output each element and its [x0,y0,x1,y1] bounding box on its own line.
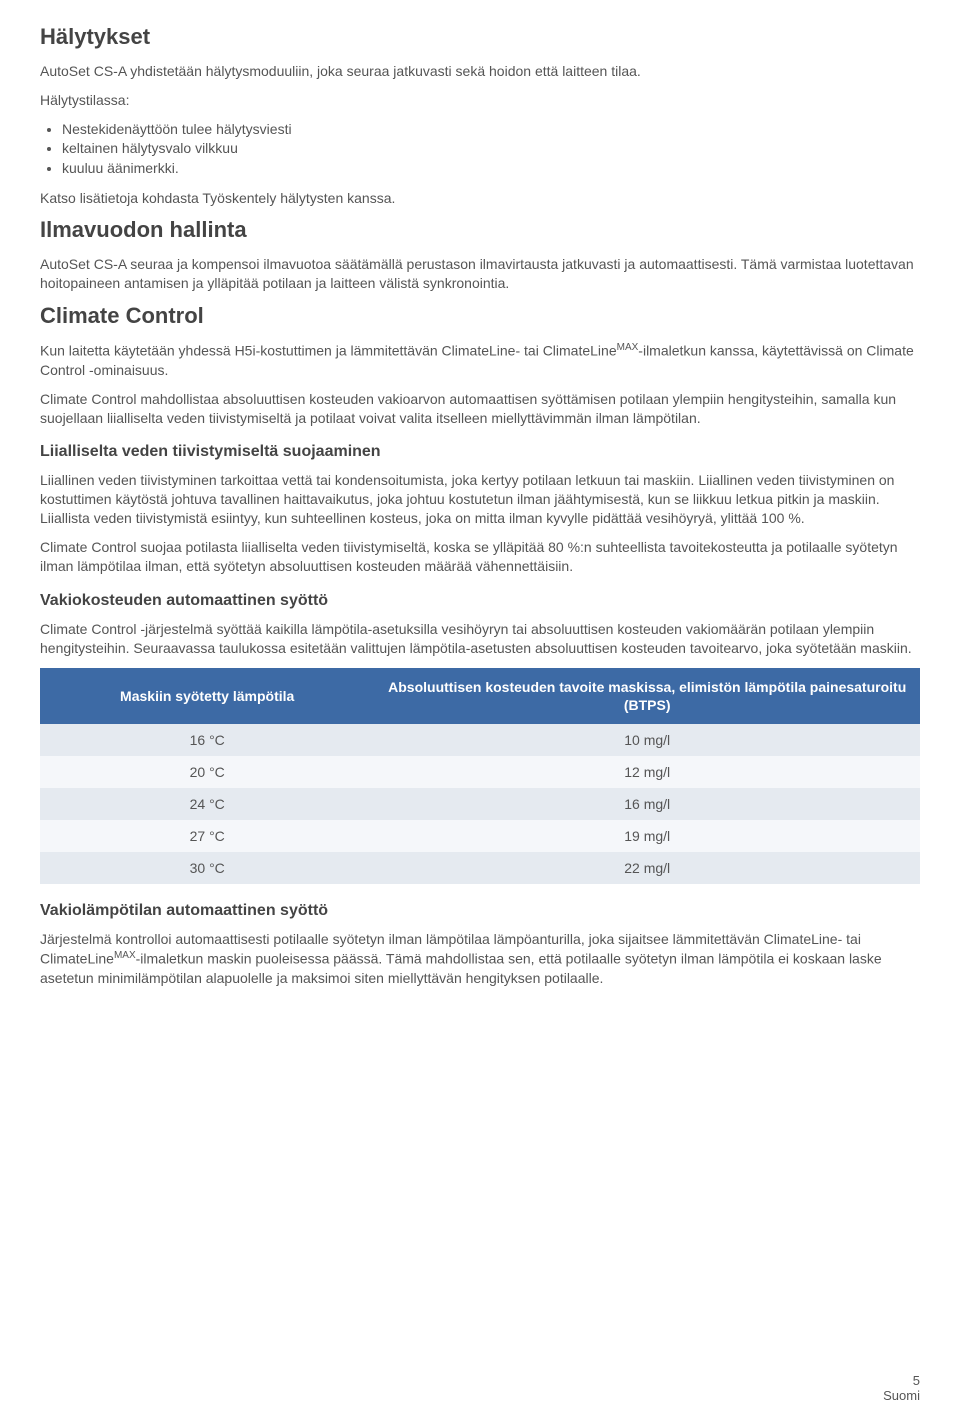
alerts-bullet: kuuluu äänimerkki. [62,159,920,179]
table-row: 24 °C 16 mg/l [40,788,920,820]
leak-p1: AutoSet CS-A seuraa ja kompensoi ilmavuo… [40,255,920,293]
temperature-p1b: -ilmaletkun maskin puoleisessa päässä. T… [40,951,882,986]
table-row: 16 °C 10 mg/l [40,724,920,756]
climate-p1-sup: MAX [617,342,639,353]
heading-temperature: Vakiolämpötilan automaattinen syöttö [40,902,920,920]
table-cell: 16 mg/l [374,788,920,820]
heading-rainout: Liialliselta veden tiivistymiseltä suoja… [40,443,920,461]
heading-alerts: Hälytykset [40,24,920,50]
temperature-p1: Järjestelmä kontrolloi automaattisesti p… [40,930,920,987]
heading-leak: Ilmavuodon hallinta [40,217,920,243]
page-number: 5 [883,1373,920,1388]
climate-p1a: Kun laitetta käytetään yhdessä H5i-kostu… [40,343,617,359]
footer-language: Suomi [883,1388,920,1403]
table-header-cell: Maskiin syötetty lämpötila [40,668,374,724]
alerts-bullet: keltainen hälytysvalo vilkkuu [62,139,920,159]
table-cell: 12 mg/l [374,756,920,788]
table-header-row: Maskiin syötetty lämpötila Absoluuttisen… [40,668,920,724]
alerts-bullets: Nestekidenäyttöön tulee hälytysviesti ke… [40,120,920,179]
page-footer: 5 Suomi [883,1373,920,1403]
page-container: Hälytykset AutoSet CS-A yhdistetään häly… [0,0,960,1419]
heading-climate: Climate Control [40,303,920,329]
table-row: 27 °C 19 mg/l [40,820,920,852]
table-cell: 27 °C [40,820,374,852]
heading-humidity: Vakiokosteuden automaattinen syöttö [40,592,920,610]
table-cell: 10 mg/l [374,724,920,756]
rainout-p1: Liiallinen veden tiivistyminen tarkoitta… [40,471,920,528]
table-row: 30 °C 22 mg/l [40,852,920,884]
table-cell: 16 °C [40,724,374,756]
humidity-table: Maskiin syötetty lämpötila Absoluuttisen… [40,668,920,884]
table-cell: 22 mg/l [374,852,920,884]
alerts-p2-intro: Hälytystilassa: [40,91,920,110]
humidity-p1: Climate Control -järjestelmä syöttää kai… [40,620,920,658]
rainout-p2: Climate Control suojaa potilasta liialli… [40,538,920,576]
alerts-p1: AutoSet CS-A yhdistetään hälytysmoduulii… [40,62,920,81]
table-cell: 19 mg/l [374,820,920,852]
temperature-p1-sup: MAX [114,950,136,961]
table-row: 20 °C 12 mg/l [40,756,920,788]
table-cell: 20 °C [40,756,374,788]
table-header-cell: Absoluuttisen kosteuden tavoite maskissa… [374,668,920,724]
table-cell: 30 °C [40,852,374,884]
climate-p2: Climate Control mahdollistaa absoluuttis… [40,390,920,428]
table-cell: 24 °C [40,788,374,820]
alerts-bullet: Nestekidenäyttöön tulee hälytysviesti [62,120,920,140]
climate-p1: Kun laitetta käytetään yhdessä H5i-kostu… [40,341,920,379]
alerts-p3: Katso lisätietoja kohdasta Työskentely h… [40,189,920,208]
